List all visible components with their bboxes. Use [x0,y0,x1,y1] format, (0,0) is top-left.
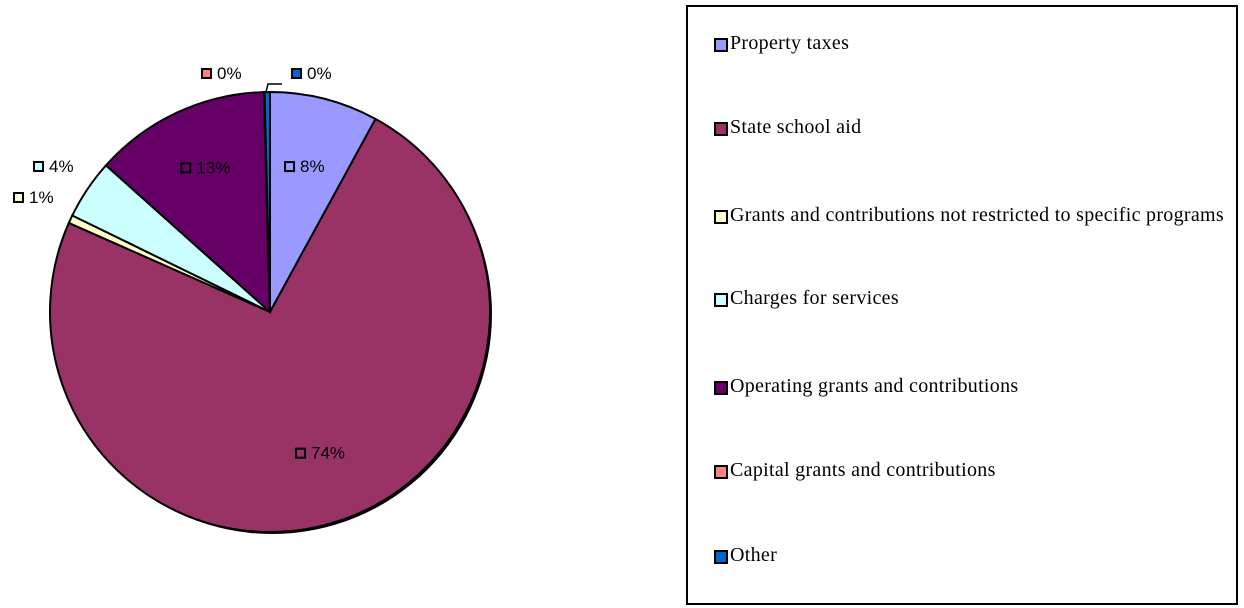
pie-slice-property-taxes [269,90,377,313]
data-label-swatch [13,192,24,203]
legend-swatch [714,122,728,136]
legend-item-charges-for-services: Charges for services [714,283,1240,314]
legend-swatch [714,293,728,307]
data-label-swatch [291,68,302,79]
legend-label: Property taxes [730,32,850,54]
data-label: 74% [295,444,345,463]
legend-item-grants-not-restricted: Grants and contributions not restricted … [714,200,1240,231]
legend-label: Capital grants and contributions [730,459,996,481]
legend-item-state-school-aid: State school aid [714,112,1240,143]
pie-chart: 8% 74% 1% 4% 13% 0% 0% [13,64,492,534]
data-label-swatch [201,68,212,79]
data-label-text: 1% [29,188,54,207]
legend-item-operating-grants: Operating grants and contributions [714,371,1240,402]
legend-label: State school aid [730,116,862,138]
data-label: 13% [180,158,230,177]
data-label-text: 0% [217,64,242,83]
legend-swatch [714,550,728,564]
legend: Property taxes State school aid Grants a… [686,5,1238,605]
legend-swatch [714,465,728,479]
leader-line [265,83,282,93]
data-label-swatch [180,162,192,174]
legend-label: Operating grants and contributions [730,375,1019,397]
legend-swatch [714,38,728,52]
pie-slice-operating-grants-and-contributions [104,91,272,315]
legend-item-property-taxes: Property taxes [714,28,1240,59]
data-label: 0% [201,64,242,83]
legend-item-capital-grants: Capital grants and contributions [714,455,1240,486]
data-label-text: 8% [300,157,325,176]
legend-swatch [714,381,728,395]
data-label: 8% [284,157,325,176]
data-label: 1% [13,188,54,207]
legend-label: Charges for services [730,287,899,309]
legend-item-other: Other [714,540,1240,571]
data-label-swatch [295,447,307,459]
data-label-text: 13% [196,158,230,177]
legend-swatch [714,210,728,224]
data-label-text: 4% [49,157,74,176]
data-label: 0% [291,64,332,83]
data-label: 4% [33,157,74,176]
pie-slice-state-school-aid [49,117,491,533]
pie-slice-other [263,90,271,313]
data-label-text: 0% [307,64,332,83]
data-label-swatch [284,161,296,173]
data-label-swatch [33,161,44,172]
legend-label: Grants and contributions not restricted … [730,204,1224,226]
legend-label: Other [730,544,778,566]
data-label-text: 74% [311,444,345,463]
